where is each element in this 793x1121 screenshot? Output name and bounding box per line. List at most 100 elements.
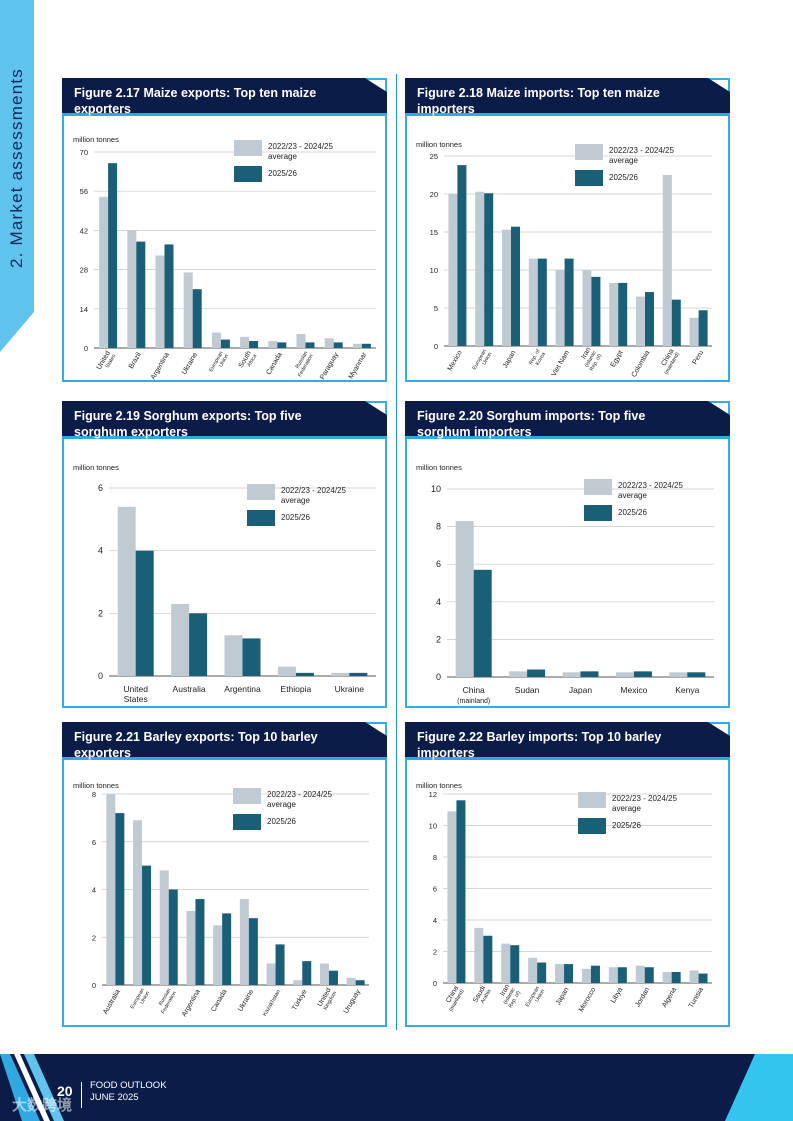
x-tick-label-line: Argentina: [150, 351, 171, 380]
legend-label-avg: average: [609, 156, 638, 165]
bar-avg: [106, 794, 116, 985]
x-tick-label: Canada: [265, 351, 283, 376]
bar-avg: [240, 336, 250, 348]
page-footer: 20 FOOD OUTLOOK JUNE 2025 大数跨境: [0, 1054, 793, 1121]
bar-current: [248, 918, 258, 985]
x-tick-label: Libya: [610, 986, 624, 1004]
y-tick-label: 4: [436, 597, 441, 607]
y-tick-label: 4: [433, 916, 437, 925]
bar-current: [295, 672, 314, 676]
bar-avg: [213, 925, 223, 985]
barley-exports-chart: million tonnes 0 2 4 6 8 Australia EuropeanUnio…: [73, 781, 369, 1018]
legend-label-avg: average: [618, 491, 647, 500]
bar-current: [564, 258, 574, 346]
x-tick-label-line: Morocco: [578, 986, 598, 1013]
bar-current: [108, 163, 118, 348]
bar-current: [242, 638, 261, 676]
bar-avg: [475, 191, 485, 346]
x-tick-label: Morocco: [578, 986, 598, 1013]
figure-2-21-panel: Figure 2.21 Barley exports: Top 10 barle…: [62, 722, 387, 1027]
figure-2-20-panel: Figure 2.20 Sorghum imports: Top five so…: [405, 401, 730, 708]
bar-avg: [635, 965, 645, 983]
figure-2-19-panel: Figure 2.19 Sorghum exports: Top five so…: [62, 401, 387, 708]
x-tick-label-line: Libya: [610, 986, 624, 1004]
y-tick-label: 2: [436, 634, 441, 644]
bar-avg: [117, 506, 136, 676]
bar-current: [564, 964, 574, 983]
bar-current: [349, 672, 368, 676]
bar-avg: [509, 671, 528, 677]
bar-avg: [186, 910, 196, 985]
legend-label-avg: average: [268, 152, 297, 161]
figure-title: Figure 2.17 Maize exports: Top ten maize…: [74, 86, 317, 116]
y-tick-label: 4: [92, 886, 96, 895]
maize-imports-chart: million tonnes 0 5 10 15 20 25 Mexico EuropeanUn…: [416, 140, 712, 379]
figure-2-18-panel: Figure 2.18 Maize imports: Top ten maize…: [405, 78, 730, 382]
legend-swatch-current: [247, 510, 275, 526]
legend-label-avg: 2022/23 - 2024/25: [618, 481, 683, 490]
x-tick-label: Australia: [173, 684, 206, 694]
bar-avg: [352, 343, 362, 348]
bar-avg: [474, 927, 484, 983]
legend-label-avg: 2022/23 - 2024/25: [612, 794, 677, 803]
x-tick-label: Myanmar: [348, 351, 369, 380]
y-tick-label: 15: [430, 228, 438, 237]
figure-2-17-panel: Figure 2.17 Maize exports: Top ten maize…: [62, 78, 387, 382]
x-tick-label: Argentina: [181, 988, 202, 1018]
page-number: 20: [57, 1083, 73, 1099]
x-tick-label: Viet Nam: [551, 349, 571, 377]
legend-label-current: 2025/26: [618, 508, 647, 517]
figure-title: Figure 2.18 Maize imports: Top ten maize…: [417, 86, 660, 116]
x-tick-label: United: [123, 684, 148, 694]
legend-label-current: 2025/26: [612, 821, 641, 830]
figure-title: Figure 2.22 Barley imports: Top 10 barle…: [417, 730, 662, 760]
x-tick-label: Australia: [102, 988, 122, 1015]
x-tick-label-line: Argentina: [181, 988, 202, 1018]
y-axis-title: million tonnes: [416, 463, 462, 472]
bar-current: [275, 944, 285, 985]
y-tick-label: 5: [434, 304, 438, 313]
bar-current: [687, 672, 706, 677]
x-tick-label-line: Peru: [692, 349, 706, 365]
x-tick-label: Japan: [502, 349, 518, 369]
bar-avg: [99, 196, 109, 348]
x-tick-label-line: Canada: [265, 351, 283, 376]
legend-label-avg: 2022/23 - 2024/25: [281, 486, 346, 495]
barley-imports-chart: million tonnes 0 2 4 6 8 10 12 China(mainland) Sa…: [416, 781, 712, 1013]
x-tick-label-line: Australia: [102, 988, 122, 1015]
x-tick-label-line: Algeria: [661, 986, 678, 1008]
y-tick-label: 8: [433, 853, 437, 862]
y-tick-label: 0: [433, 979, 437, 988]
bar-current: [591, 276, 601, 346]
y-tick-label: 12: [429, 790, 437, 799]
bar-avg: [636, 296, 645, 346]
x-tick-label-line: Paraguay: [319, 351, 340, 380]
bar-avg: [501, 943, 511, 983]
legend-label-avg: average: [267, 800, 296, 809]
bar-current: [115, 813, 125, 985]
bar-current: [644, 967, 654, 983]
bar-avg: [662, 971, 672, 983]
footer-divider: [81, 1082, 82, 1108]
legend-swatch-current: [578, 818, 606, 834]
y-tick-label: 0: [92, 981, 96, 990]
bar-avg: [268, 341, 278, 348]
legend-label-avg: average: [281, 496, 310, 505]
figure-title: Figure 2.19 Sorghum exports: Top five so…: [74, 409, 302, 439]
bar-avg: [319, 963, 329, 985]
y-axis-title: million tonnes: [416, 140, 462, 149]
publication-date: JUNE 2025: [90, 1092, 139, 1103]
y-tick-label: 56: [80, 187, 88, 196]
bar-current: [645, 292, 654, 346]
bar-current: [135, 550, 154, 676]
legend-swatch-avg: [247, 484, 275, 500]
x-tick-label-line: Tunisia: [688, 986, 705, 1009]
bar-current: [537, 258, 547, 346]
